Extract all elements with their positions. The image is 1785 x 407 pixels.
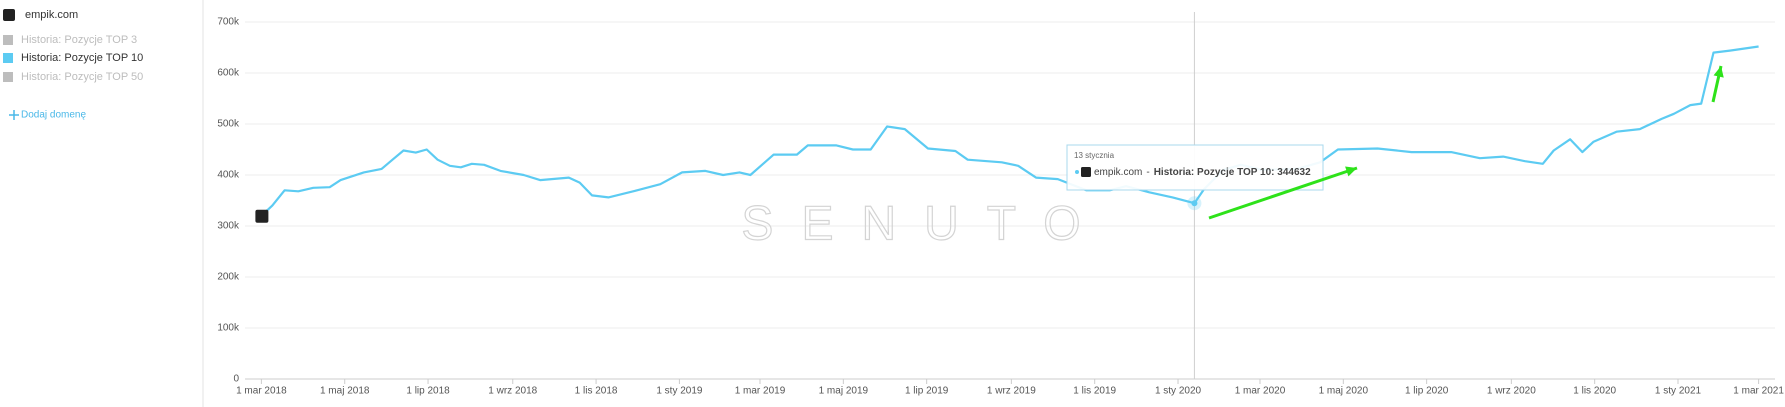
- x-tick-label: 1 lip 2020: [1405, 386, 1449, 397]
- y-tick-label: 700k: [217, 17, 240, 28]
- annotation-arrow: [1208, 166, 1358, 220]
- x-tick-label: 1 sty 2020: [1155, 386, 1202, 397]
- hover-point: [1191, 200, 1198, 207]
- tooltip-icon: [1081, 167, 1091, 177]
- plot-area: 0 100k 200k 300k 400k 500k 600k 700k 1 mar 2018 1…: [217, 12, 1784, 397]
- x-tick-label: 1 maj 2018: [320, 386, 370, 397]
- tooltip-title: 13 stycznia: [1074, 151, 1115, 160]
- y-tick-label: 100k: [217, 323, 240, 334]
- legend-item[interactable]: Historia: Pozycje TOP 50: [21, 71, 143, 83]
- legend-swatch[interactable]: [3, 72, 13, 82]
- annotation-arrowhead: [1713, 66, 1724, 78]
- x-tick-label: 1 sty 2021: [1655, 386, 1702, 397]
- y-tick-label: 500k: [217, 119, 240, 130]
- legend-item[interactable]: Historia: Pozycje TOP 10: [21, 52, 143, 64]
- x-tick-label: 1 maj 2019: [819, 386, 869, 397]
- legend-item[interactable]: Historia: Pozycje TOP 3: [21, 34, 137, 46]
- domain-name[interactable]: empik.com: [25, 9, 78, 21]
- x-tick-label: 1 maj 2020: [1319, 386, 1369, 397]
- x-tick-label: 1 wrz 2019: [987, 386, 1036, 397]
- x-tick-label: 1 lis 2018: [575, 386, 618, 397]
- x-tick-label: 1 sty 2019: [656, 386, 703, 397]
- y-tick-label: 300k: [217, 221, 240, 232]
- x-tick-label: 1 lip 2019: [905, 386, 949, 397]
- x-tick-label: 1 lis 2019: [1073, 386, 1116, 397]
- y-tick-label: 400k: [217, 170, 240, 181]
- tooltip-separator: -: [1146, 167, 1149, 178]
- tooltip: 13 stycznia empik.com - Historia: Pozycje T…: [1066, 144, 1324, 191]
- x-tick-label: 1 mar 2020: [1235, 386, 1286, 397]
- x-tick-label: 1 wrz 2020: [1487, 386, 1536, 397]
- add-domain[interactable]: Dodaj domenę: [21, 110, 86, 121]
- tooltip-line: empik.com - Historia: Pozycje TOP 10: 3446…: [1094, 167, 1311, 178]
- annotation-arrowhead: [1345, 166, 1357, 177]
- y-tick-label: 600k: [217, 68, 240, 79]
- add-icon[interactable]: [9, 110, 19, 120]
- tooltip-dot: [1075, 170, 1079, 174]
- y-tick-label: 200k: [217, 272, 240, 283]
- x-tick-label: 1 mar 2019: [735, 386, 786, 397]
- x-tick-label: 1 wrz 2018: [488, 386, 537, 397]
- tooltip-domain: empik.com: [1094, 167, 1142, 178]
- x-tick-label: 1 lip 2018: [406, 386, 450, 397]
- watermark: SENUTO: [741, 198, 1108, 251]
- series-marker: [255, 209, 269, 223]
- tooltip-text: Historia: Pozycje TOP 10: 344632: [1154, 167, 1311, 178]
- series-line: [260, 45, 1759, 217]
- y-tick-label: 0: [233, 374, 239, 385]
- legend-swatch[interactable]: [3, 53, 13, 63]
- x-tick-label: 1 mar 2021: [1733, 386, 1784, 397]
- legend-swatch[interactable]: [3, 35, 13, 45]
- domain-icon: [3, 9, 15, 21]
- tooltip-box: [1066, 144, 1324, 191]
- x-tick-label: 1 mar 2018: [236, 386, 287, 397]
- x-tick-label: 1 lis 2020: [1573, 386, 1616, 397]
